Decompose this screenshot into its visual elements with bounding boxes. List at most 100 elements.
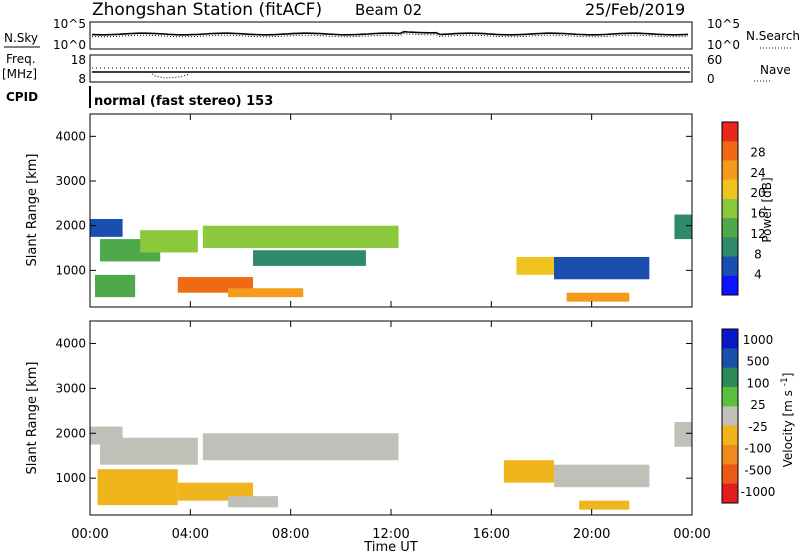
velocity-colorbar-tick: -100: [744, 442, 771, 456]
noise-sky-label: N.Sky: [4, 31, 38, 45]
power-colorbar-segment: [722, 141, 738, 161]
velocity-colorbar-segment: [722, 329, 738, 349]
power-region: [140, 230, 198, 253]
velocity-colorbar-segment: [722, 445, 738, 465]
x-tick-label: 12:00: [372, 527, 409, 542]
power-colorbar-frame: [721, 121, 739, 296]
date-label: 25/Feb/2019: [585, 0, 685, 19]
power-colorbar-segment: [722, 218, 738, 238]
velocity-colorbar: 1000 500 100 25 -25 -100 -500 -1000 Velocity [m…: [721, 328, 795, 504]
velocity-colorbar-segment: [722, 387, 738, 407]
x-tick-label: 00:00: [673, 527, 710, 542]
power-colorbar-segment: [722, 122, 738, 142]
power-colorbar-tick: 28: [750, 146, 765, 160]
velocity-region: [554, 464, 650, 488]
velocity-colorbar-tick: 100: [747, 376, 770, 390]
noise-sky-line: [91, 30, 689, 36]
x-tick-label: 16:00: [473, 527, 510, 542]
velocity-ytick-label: 4000: [55, 336, 86, 350]
nave-dip: [149, 71, 191, 79]
power-colorbar-segment: [722, 198, 738, 219]
power-region: [253, 250, 366, 266]
velocity-panel: 1000 2000 3000 4000 Slant Range [km]: [25, 320, 693, 516]
velocity-colorbar-label-end: ]: [781, 373, 795, 378]
station-title: Zhongshan Station (fitACF): [92, 0, 322, 20]
power-region: [674, 214, 692, 240]
cpid-text: normal (fast stereo) 153: [94, 94, 273, 109]
power-colorbar-tick: 12: [750, 227, 765, 241]
power-colorbar-tick: 8: [754, 247, 762, 261]
noise-panel: N.Sky 10^5 10^0 10^5 10^0 N.Search: [4, 17, 800, 52]
velocity-colorbar-segment: [722, 464, 738, 485]
power-panel: 1000 2000 3000 4000 Slant Range [km]: [25, 113, 693, 308]
freq-panel: Freq. [MHz] 18 8 60 0 Nave: [2, 52, 791, 86]
noise-search-label: N.Search: [746, 29, 800, 43]
power-ylabel: Slant Range [km]: [25, 154, 40, 267]
x-tick-label: 08:00: [272, 527, 309, 542]
power-region: [95, 274, 136, 298]
velocity-colorbar-tick: 25: [750, 398, 765, 412]
power-region: [566, 292, 630, 302]
velocity-colorbar-exponent: -1: [780, 377, 790, 386]
power-region: [554, 256, 650, 280]
freq-label: Freq.: [6, 52, 36, 66]
power-colorbar: 4 8 12 16 20 24 28 Power [dB]: [721, 121, 774, 296]
power-ytick-label: 3000: [55, 174, 86, 188]
time-x-axis: 00:00 04:00 08:00 12:00 16:00 20:00 00:00: [71, 114, 711, 542]
velocity-colorbar-label-text: Velocity [m s: [781, 390, 795, 467]
power-colorbar-label: Power [dB]: [760, 177, 774, 242]
power-colorbar-segment: [722, 275, 738, 296]
velocity-region: [579, 500, 630, 510]
x-axis-label: Time UT: [363, 540, 417, 554]
freq-right-tick-bottom: 0: [707, 72, 715, 86]
velocity-region: [97, 469, 178, 506]
velocity-colorbar-frame: [721, 328, 739, 504]
freq-right-tick-top: 60: [707, 53, 722, 67]
velocity-colorbar-segment: [722, 425, 738, 446]
noise-right-tick-bottom: 10^0: [707, 38, 740, 52]
velocity-region: [227, 496, 279, 508]
velocity-colorbar-tick: 1000: [743, 333, 774, 347]
freq-left-tick-top: 18: [71, 53, 86, 67]
power-data: [90, 214, 692, 302]
power-y-axis: 1000 2000 3000 4000: [55, 129, 692, 277]
velocity-region: [503, 460, 555, 483]
freq-left-tick-bottom: 8: [78, 72, 86, 86]
power-ytick-label: 1000: [55, 263, 86, 277]
velocity-region: [674, 422, 692, 447]
velocity-colorbar-tick: -500: [744, 463, 771, 477]
power-ytick-label: 2000: [55, 219, 86, 233]
power-colorbar-tick: 20: [750, 186, 765, 200]
velocity-colorbar-label: Velocity [m s -1]: [780, 373, 795, 468]
power-colorbar-tick: 4: [754, 268, 762, 282]
velocity-ytick-label: 1000: [55, 471, 86, 485]
velocity-colorbar-tick: -1000: [741, 485, 776, 499]
x-tick-label: 04:00: [172, 527, 209, 542]
velocity-region: [177, 482, 254, 501]
power-colorbar-segment: [722, 160, 738, 181]
velocity-ytick-label: 3000: [55, 381, 86, 395]
freq-unit: [MHz]: [2, 67, 37, 81]
x-tick-label: 00:00: [71, 527, 108, 542]
velocity-colorbar-segment: [722, 367, 738, 388]
power-colorbar-tick: 24: [750, 166, 765, 180]
velocity-data: [90, 422, 692, 510]
noise-search-line: [91, 33, 689, 38]
beam-label: Beam 02: [355, 1, 422, 19]
power-region: [202, 225, 399, 249]
nave-label: Nave: [760, 63, 791, 77]
velocity-y-axis: 1000 2000 3000 4000: [55, 336, 692, 485]
noise-left-tick-bottom: 10^0: [53, 38, 86, 52]
velocity-colorbar-tick: 500: [747, 355, 770, 369]
velocity-region: [100, 437, 198, 465]
power-colorbar-tick: 16: [750, 207, 765, 221]
power-colorbar-segment: [722, 237, 738, 258]
velocity-region: [202, 433, 399, 461]
power-colorbar-segment: [722, 256, 738, 277]
power-ytick-label: 4000: [55, 129, 86, 143]
velocity-ylabel: Slant Range [km]: [25, 362, 40, 475]
power-colorbar-segment: [722, 179, 738, 200]
velocity-colorbar-tick: -25: [748, 420, 768, 434]
power-region: [227, 288, 304, 298]
